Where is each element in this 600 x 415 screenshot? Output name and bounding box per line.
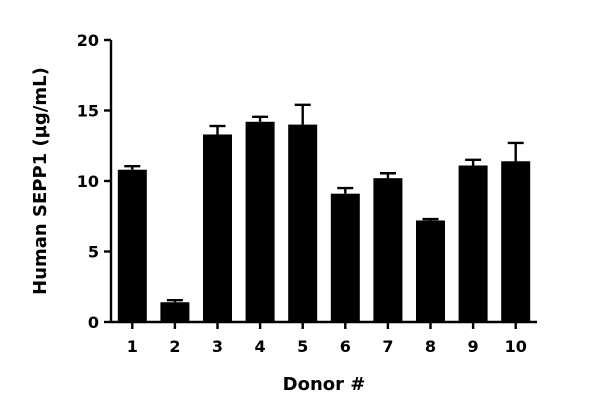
bar-donor-8 [416, 220, 445, 322]
x-tick-label: 1 [127, 337, 138, 356]
x-tick-label: 9 [468, 337, 479, 356]
y-axis-title: Human SEPP1 (µg/mL) [30, 67, 51, 295]
bar-donor-3 [203, 134, 232, 322]
x-tick-label: 8 [425, 337, 436, 356]
bars-group [117, 121, 531, 322]
x-tick-label: 6 [340, 337, 351, 356]
bar-donor-2 [160, 302, 190, 322]
bar-donor-4 [245, 121, 275, 322]
x-axis-title: Donor # [283, 374, 366, 395]
x-tick-label: 5 [297, 337, 308, 356]
x-tick-label: 10 [505, 337, 527, 356]
bar-donor-5 [288, 124, 318, 322]
x-ticks-group: 1 2 3 4 5 6 7 8 9 10 [127, 322, 527, 356]
x-tick-label: 4 [255, 337, 266, 356]
bar-donor-9 [458, 165, 488, 322]
y-tick-label: 0 [88, 313, 99, 332]
bar-donor-6 [330, 193, 360, 322]
bar-donor-1 [117, 169, 147, 322]
y-tick-label: 5 [88, 243, 99, 262]
y-tick-label: 15 [77, 102, 99, 121]
x-tick-label: 2 [169, 337, 180, 356]
y-tick-label: 20 [77, 31, 99, 50]
y-ticks-group: 0 5 10 15 20 [77, 31, 111, 332]
bar-donor-10 [501, 161, 531, 322]
x-tick-label: 7 [382, 337, 393, 356]
x-tick-label: 3 [212, 337, 223, 356]
error-bars-group [124, 103, 524, 303]
y-tick-label: 10 [77, 172, 99, 191]
bar-donor-7 [373, 178, 403, 322]
